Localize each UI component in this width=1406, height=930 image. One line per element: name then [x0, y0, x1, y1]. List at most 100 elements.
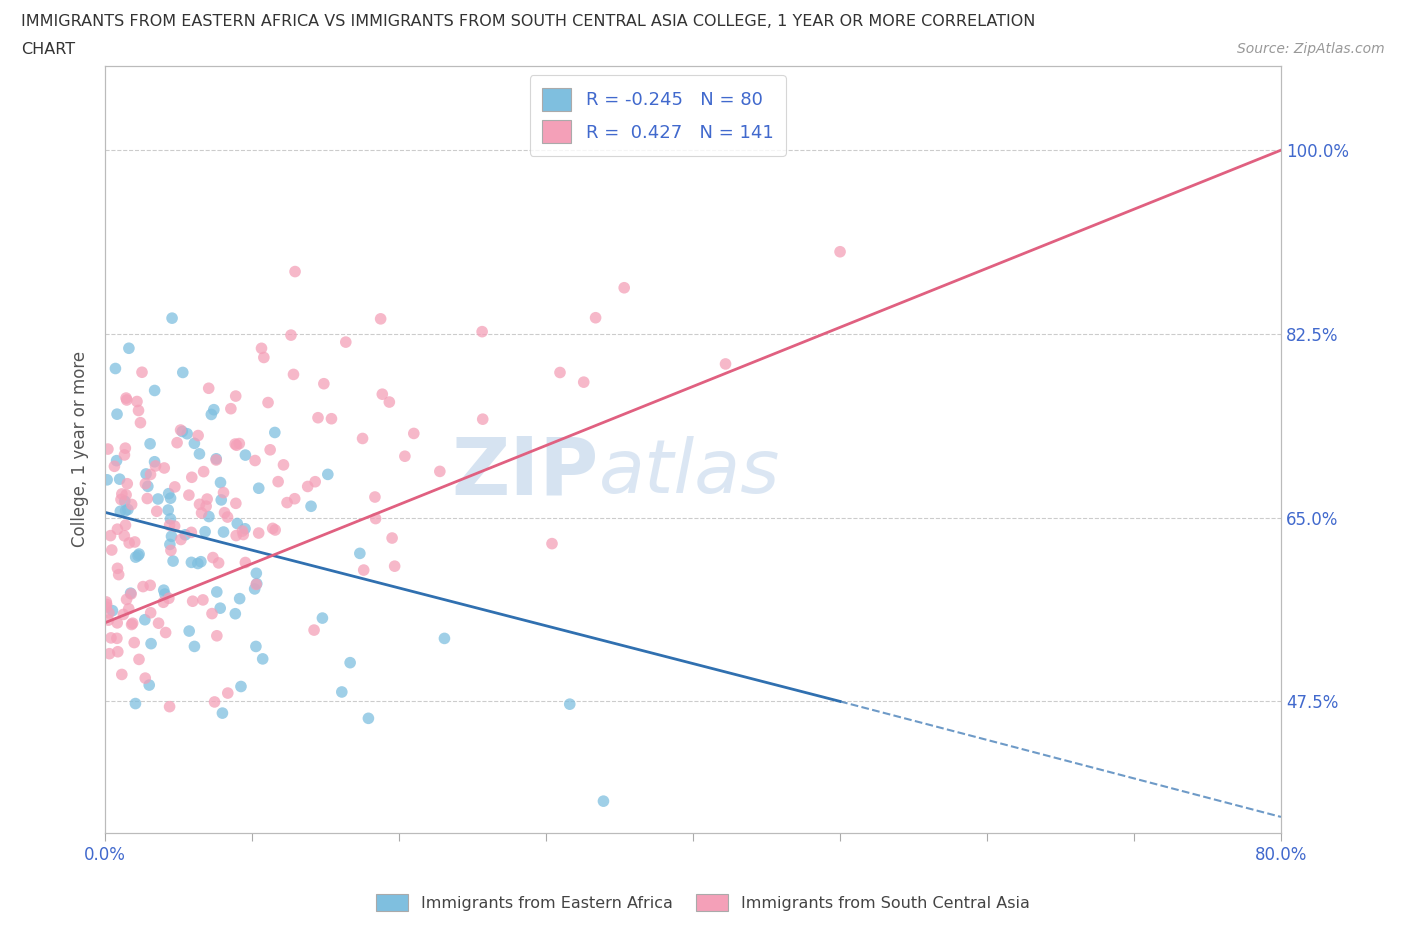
Point	[112, 528, 135, 543]
Point	[219, 401, 242, 416]
Point	[243, 581, 266, 596]
Point	[138, 678, 160, 693]
Point	[225, 438, 247, 453]
Point	[111, 486, 134, 501]
Point	[212, 525, 235, 539]
Point	[585, 311, 607, 325]
Point	[187, 428, 209, 443]
Point	[541, 537, 564, 551]
Point	[204, 695, 226, 710]
Point	[264, 523, 287, 538]
Point	[201, 606, 224, 621]
Point	[183, 639, 205, 654]
Point	[96, 597, 118, 612]
Point	[381, 531, 404, 546]
Point	[121, 618, 143, 632]
Point	[146, 492, 169, 507]
Point	[572, 375, 595, 390]
Point	[103, 458, 125, 473]
Point	[267, 474, 290, 489]
Point	[283, 367, 305, 382]
Point	[193, 464, 215, 479]
Point	[243, 453, 266, 468]
Point	[114, 494, 136, 509]
Point	[143, 383, 166, 398]
Point	[280, 327, 302, 342]
Point	[212, 485, 235, 500]
Point	[115, 487, 138, 502]
Point	[152, 583, 174, 598]
Point	[245, 639, 267, 654]
Point	[181, 593, 204, 608]
Point	[159, 518, 181, 533]
Point	[139, 436, 162, 451]
Point	[197, 380, 219, 395]
Point	[163, 480, 186, 495]
Point	[107, 561, 129, 576]
Point	[180, 525, 202, 539]
Point	[118, 536, 141, 551]
Point	[187, 556, 209, 571]
Point	[394, 449, 416, 464]
Point	[100, 542, 122, 557]
Point	[225, 528, 247, 543]
Point	[321, 411, 343, 426]
Point	[105, 631, 128, 645]
Text: Source: ZipAtlas.com: Source: ZipAtlas.com	[1237, 42, 1385, 56]
Point	[153, 460, 176, 475]
Point	[139, 605, 162, 620]
Point	[297, 479, 319, 494]
Point	[209, 475, 232, 490]
Point	[172, 365, 194, 379]
Point	[209, 601, 232, 616]
Point	[96, 472, 118, 487]
Point	[217, 685, 239, 700]
Point	[245, 577, 267, 591]
Point	[357, 711, 380, 725]
Point	[312, 377, 335, 392]
Point	[207, 555, 229, 570]
Point	[174, 527, 197, 542]
Point	[177, 487, 200, 502]
Point	[364, 489, 387, 504]
Point	[124, 550, 146, 565]
Point	[157, 502, 180, 517]
Point	[143, 455, 166, 470]
Point	[139, 578, 162, 592]
Point	[122, 635, 145, 650]
Point	[402, 426, 425, 441]
Point	[97, 605, 120, 620]
Point	[172, 424, 194, 439]
Point	[364, 512, 387, 526]
Point	[201, 551, 224, 565]
Point	[613, 280, 636, 295]
Point	[159, 512, 181, 526]
Point	[114, 447, 136, 462]
Point	[433, 631, 456, 645]
Point	[118, 340, 141, 355]
Point	[339, 656, 361, 671]
Point	[169, 422, 191, 437]
Point	[97, 613, 120, 628]
Point	[114, 518, 136, 533]
Point	[225, 389, 247, 404]
Point	[176, 426, 198, 441]
Point	[252, 651, 274, 666]
Point	[148, 616, 170, 631]
Point	[120, 586, 142, 601]
Point	[107, 567, 129, 582]
Point	[302, 622, 325, 637]
Point	[190, 554, 212, 569]
Point	[245, 565, 267, 580]
Point	[153, 587, 176, 602]
Point	[558, 697, 581, 711]
Point	[235, 555, 257, 570]
Point	[110, 504, 132, 519]
Point	[117, 476, 139, 491]
Point	[247, 525, 270, 540]
Legend: Immigrants from Eastern Africa, Immigrants from South Central Asia: Immigrants from Eastern Africa, Immigran…	[370, 887, 1036, 917]
Point	[105, 616, 128, 631]
Point	[316, 467, 339, 482]
Point	[233, 522, 256, 537]
Point	[548, 365, 571, 380]
